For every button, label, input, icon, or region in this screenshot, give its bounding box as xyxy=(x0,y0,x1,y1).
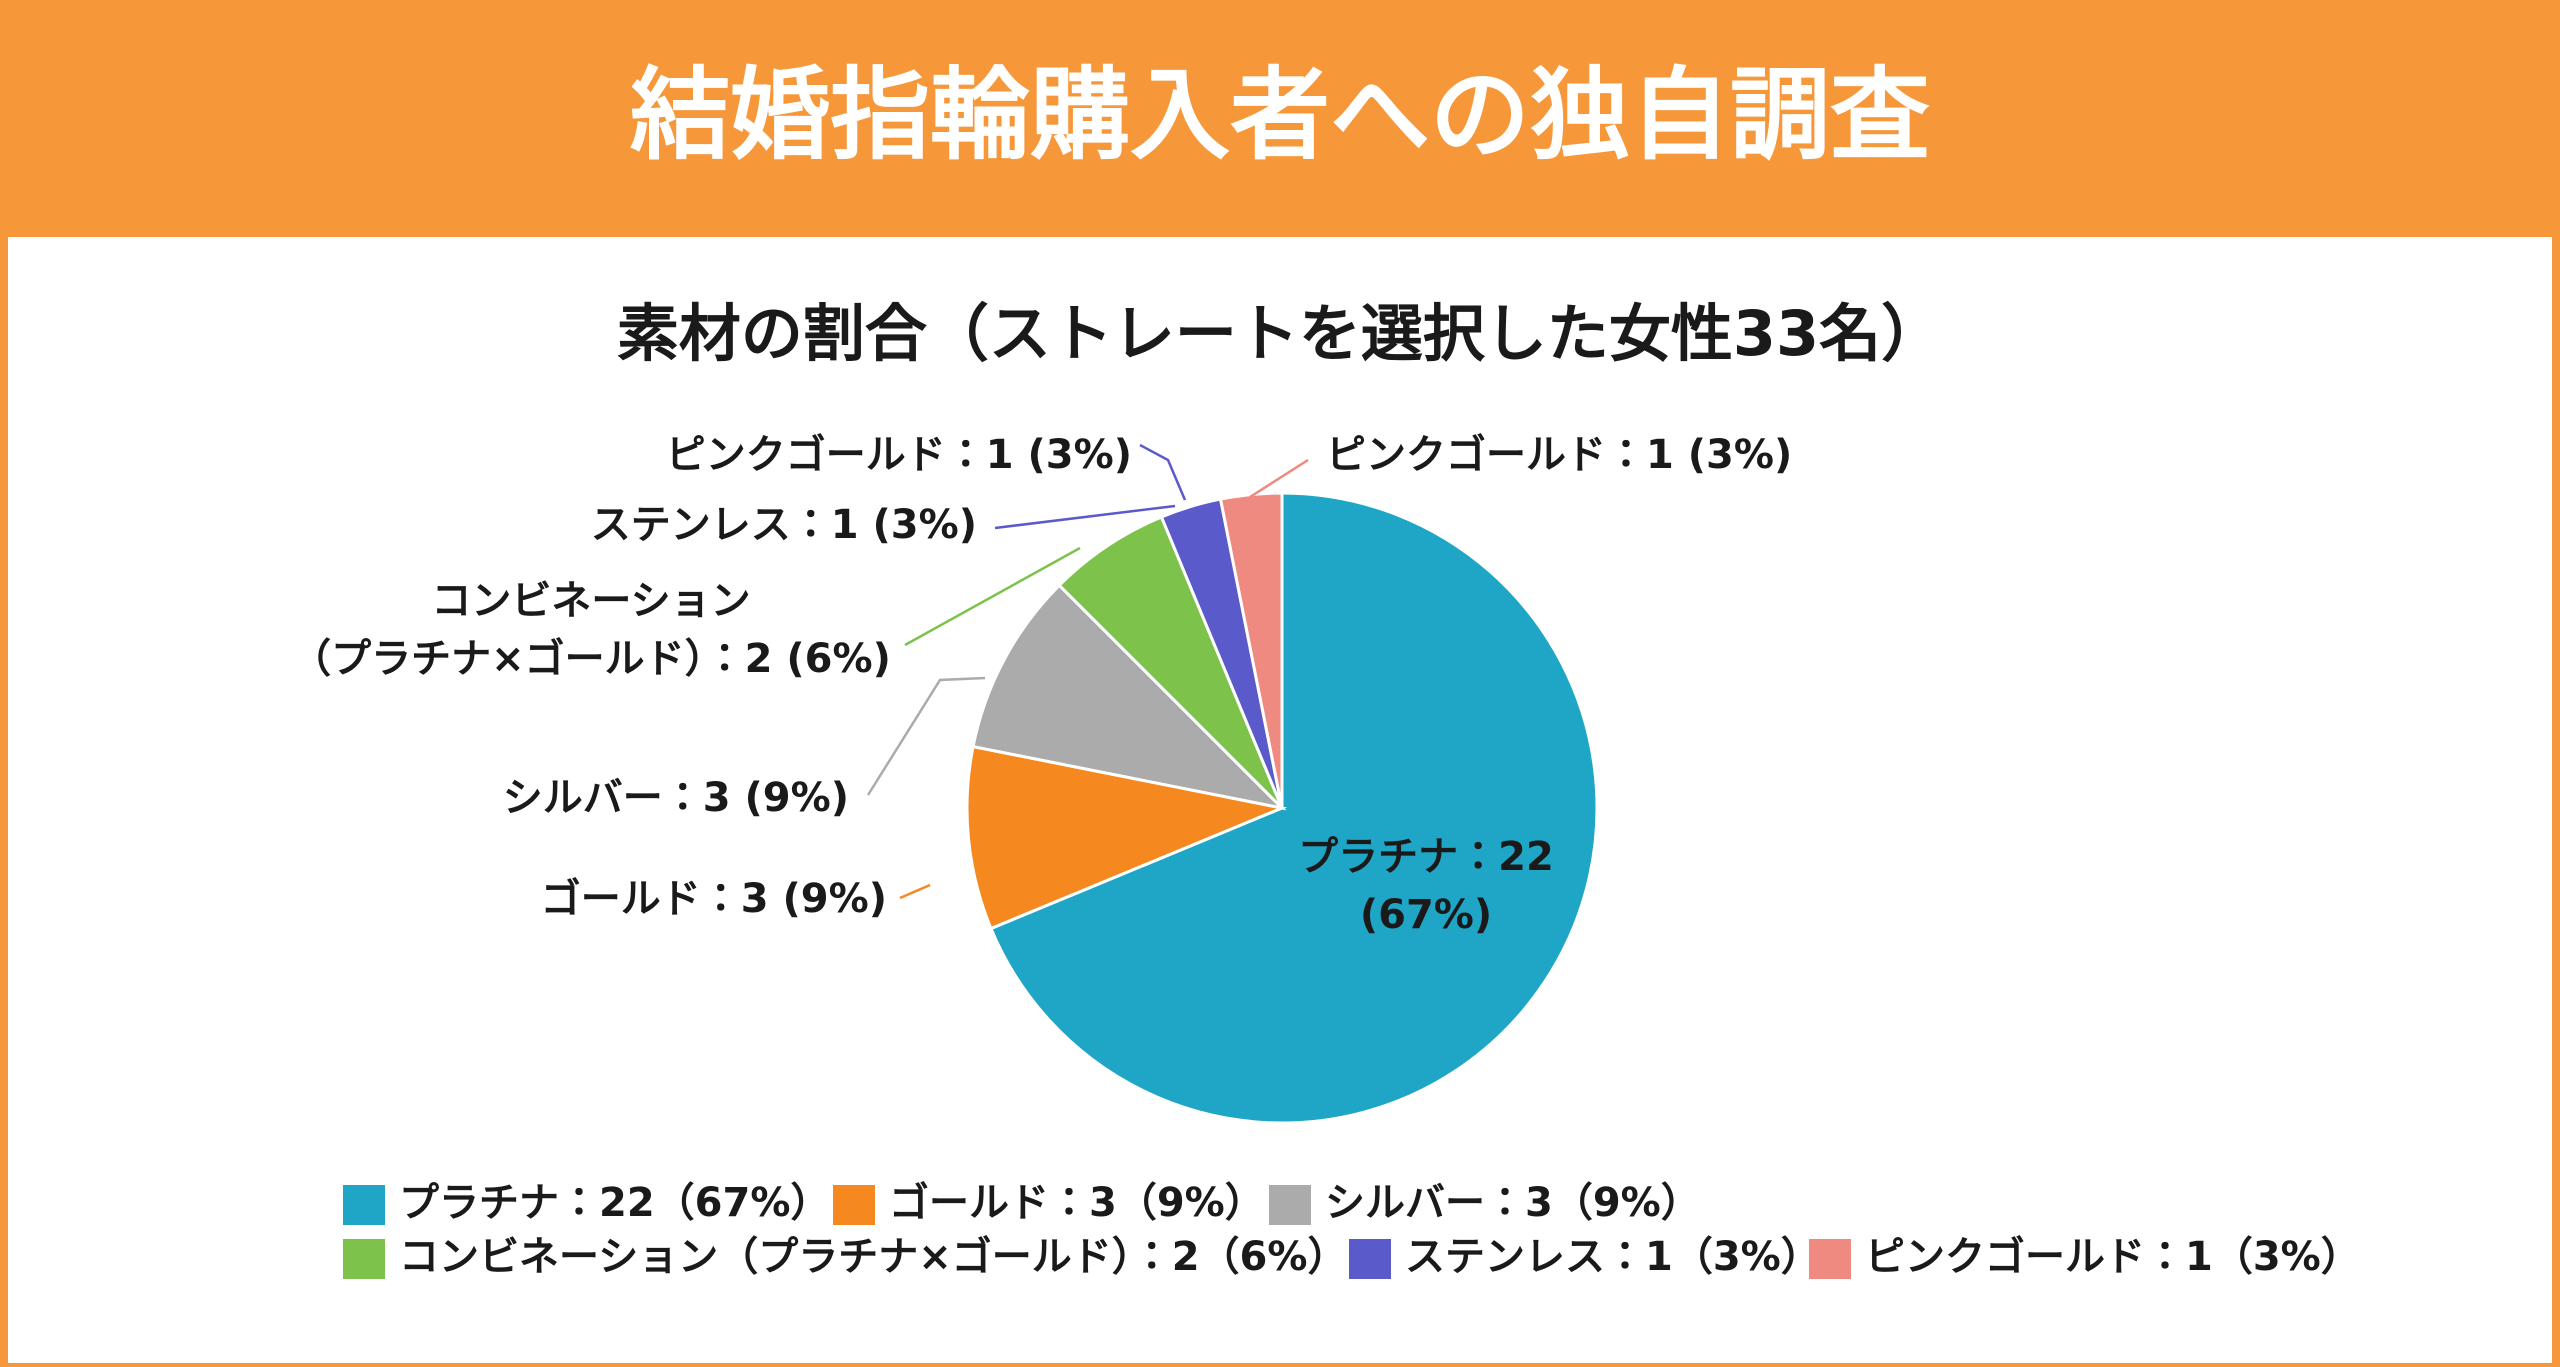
page-title: 結婚指輪購入者への独自調査 xyxy=(630,56,1930,173)
slice-label: ピンクゴールド：1 (3%) xyxy=(1326,432,1792,478)
legend-swatch xyxy=(343,1239,385,1279)
legend-label: プラチナ：22（67%） xyxy=(399,1180,830,1226)
pie-slice xyxy=(1057,515,1284,810)
legend-swatch xyxy=(1349,1239,1391,1279)
pie-slice xyxy=(965,744,1288,931)
legend-label: ピンクゴールド：1（3%） xyxy=(1865,1234,2361,1280)
legend-swatch xyxy=(1269,1185,1311,1225)
leader-line xyxy=(1249,458,1309,499)
leader-line xyxy=(994,504,1176,530)
legend-label: シルバー：3（9%） xyxy=(1325,1180,1701,1226)
slice-label: ピンクゴールド：1 (3%) xyxy=(666,432,1132,478)
pie-slice xyxy=(989,491,1599,1125)
slice-label: コンビネーション（プラチナ×ゴールド）：2 (6%) xyxy=(291,578,891,682)
leader-line xyxy=(899,883,931,900)
legend-label: ゴールド：3（9%） xyxy=(889,1180,1265,1226)
slice-label: シルバー：3 (9%) xyxy=(503,775,849,821)
legend-label: ステンレス：1（3%） xyxy=(1405,1234,1821,1280)
slice-label: プラチナ：22 (67%) xyxy=(1298,834,1554,938)
slice-label: ステンレス：1 (3%) xyxy=(591,502,977,548)
legend-swatch xyxy=(833,1185,875,1225)
slice-label: ゴールド：3 (9%) xyxy=(541,876,887,922)
pie-slice xyxy=(971,583,1287,811)
pie-slice xyxy=(1218,491,1284,809)
chart-title: 素材の割合（ストレートを選択した女性33名） xyxy=(617,297,1943,370)
leader-line xyxy=(1139,443,1187,501)
legend-swatch xyxy=(1809,1239,1851,1279)
legend-swatch xyxy=(343,1185,385,1225)
legend-label: コンビネーション（プラチナ×ゴールド）：2（6%） xyxy=(399,1234,1347,1280)
leader-line xyxy=(866,676,986,796)
leader-line xyxy=(904,546,1081,647)
